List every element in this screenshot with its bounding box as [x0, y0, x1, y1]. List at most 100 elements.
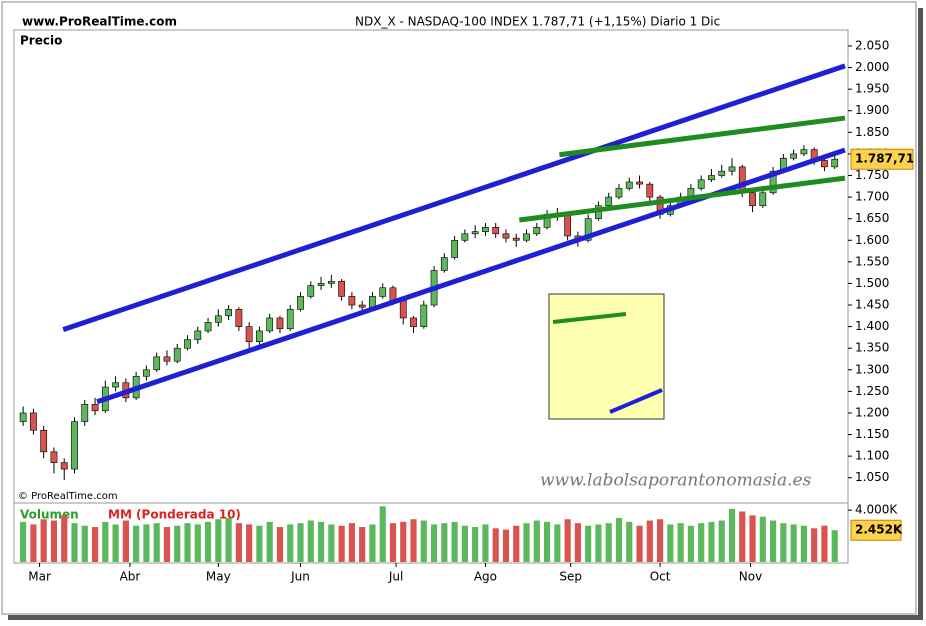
volume-bar	[533, 520, 540, 562]
y-tick-label: 1.350	[855, 341, 889, 355]
volume-bar	[307, 520, 314, 562]
volume-bar	[91, 527, 99, 562]
volume-bar	[513, 525, 520, 562]
volume-bar	[492, 528, 499, 562]
trendline	[62, 63, 846, 333]
volume-bar	[133, 525, 140, 562]
volume-bar	[811, 528, 818, 562]
volume-bar	[615, 517, 623, 562]
candle-body	[214, 315, 222, 323]
y-tick-label: 1.850	[855, 125, 889, 139]
volume-bar	[667, 524, 674, 562]
candle-body	[749, 192, 756, 207]
candle-body	[60, 462, 68, 470]
volume-bar	[389, 523, 397, 562]
volume-bar	[359, 527, 366, 562]
volume-bar	[821, 525, 828, 562]
inset-box	[548, 293, 665, 420]
trendline	[519, 175, 846, 223]
volume-bar	[153, 523, 160, 562]
x-tick-label: Oct	[650, 570, 671, 584]
candle-body	[194, 330, 202, 340]
volume-bar	[266, 521, 273, 562]
candle-body	[348, 296, 356, 306]
volume-bar	[523, 523, 530, 562]
candle-body	[379, 287, 387, 297]
candle-body	[482, 227, 489, 232]
candle-body	[615, 188, 623, 198]
candle-body	[697, 179, 705, 189]
volume-bar	[163, 527, 171, 562]
volume-bar	[698, 523, 705, 562]
volume-bar	[328, 524, 335, 562]
volume-bar	[50, 520, 58, 562]
volume-bar	[276, 527, 284, 562]
candle-body	[286, 309, 294, 330]
chart-title: NDX_X - NASDAQ-100 INDEX 1.787,71 (+1,15…	[355, 15, 720, 29]
volume-bar	[626, 521, 633, 562]
copyright: © ProRealTime.com	[18, 491, 118, 502]
candle-body	[112, 382, 119, 388]
volume-bar	[20, 521, 27, 562]
y-tick-label: 1.450	[855, 298, 889, 312]
last-price-box	[850, 148, 914, 170]
x-tick-label: Sep	[559, 570, 582, 584]
y-tick-label: 1.950	[855, 82, 889, 96]
candle-body	[184, 339, 191, 349]
volume-bar	[143, 524, 150, 562]
volume-bar	[410, 519, 417, 562]
candle-body	[173, 347, 181, 362]
candle-body	[769, 170, 777, 194]
volume-bar	[739, 511, 746, 562]
candle-body	[718, 170, 726, 176]
volume-bar	[235, 523, 242, 562]
y-tick-label: 1.200	[855, 405, 889, 419]
y-tick-label: 1.050	[855, 470, 889, 484]
x-tick-label: May	[206, 570, 231, 584]
candle-body	[389, 287, 397, 302]
volume-bar	[790, 524, 797, 562]
candle-body	[204, 321, 212, 332]
volume-bar	[40, 519, 47, 562]
candle-body	[451, 239, 458, 258]
volume-bar	[800, 525, 807, 562]
candle-body	[708, 175, 715, 181]
candle-body	[420, 304, 428, 327]
candle-body	[358, 304, 366, 308]
y-tick-label: 1.600	[855, 233, 889, 247]
volume-bar	[369, 524, 376, 562]
inset-line	[609, 388, 663, 414]
candle-body	[646, 183, 654, 198]
candle-body	[636, 181, 643, 185]
site: www.ProRealTime.com	[22, 15, 177, 29]
candle-body	[492, 227, 500, 235]
candle-body	[91, 404, 99, 412]
volume-bar	[81, 525, 88, 562]
candle-body	[297, 296, 304, 310]
candle-body	[153, 356, 161, 371]
volume-bar	[112, 524, 119, 562]
volume-bar	[441, 523, 448, 562]
x-tick-label: Ago	[474, 570, 497, 584]
candle-body	[19, 412, 27, 422]
y-tick-label: 1.750	[855, 168, 889, 182]
volume-bar	[780, 523, 787, 562]
volume-bar	[174, 525, 181, 562]
volume-bar	[297, 523, 304, 562]
volume-bar	[687, 525, 694, 562]
candle-body	[71, 421, 78, 470]
candle-body	[523, 233, 530, 241]
last-price-label: 1.787,71	[855, 152, 914, 166]
x-tick-label: Mar	[28, 570, 51, 584]
candle-body	[317, 283, 325, 286]
candle-body	[605, 196, 613, 207]
candle-body	[728, 166, 736, 172]
candle-body	[40, 429, 48, 453]
inset	[548, 293, 665, 420]
candle-body	[759, 192, 767, 207]
volume-bar	[646, 520, 653, 562]
volume-bar	[482, 524, 489, 562]
y-tick-label: 1.500	[855, 276, 889, 290]
candle-body	[790, 153, 798, 159]
last-volume-box	[850, 519, 902, 541]
